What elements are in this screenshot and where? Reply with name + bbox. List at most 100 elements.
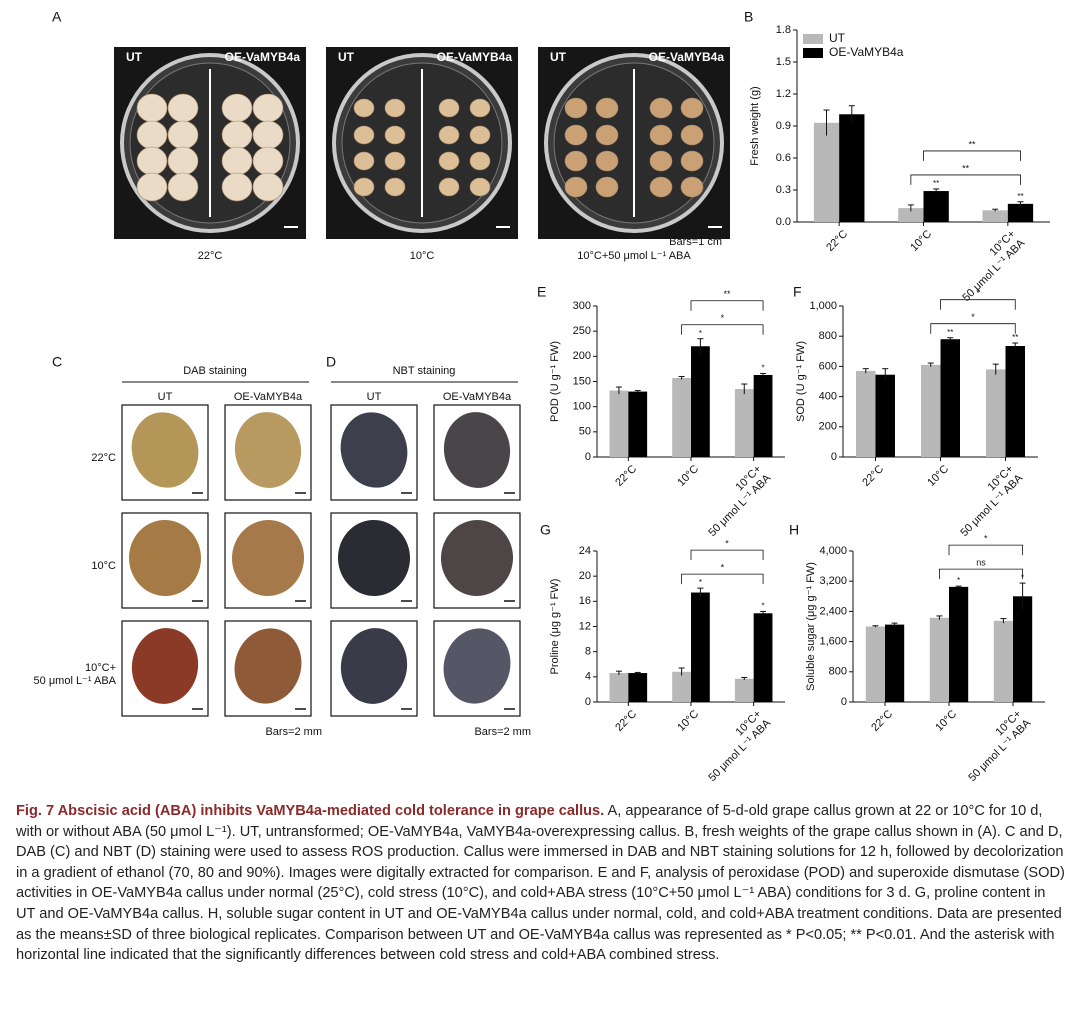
y-tick-label: 0.9 <box>776 120 791 132</box>
bar <box>839 114 865 222</box>
condition-label: 10°C+50 μmol L⁻¹ ABA <box>577 250 691 262</box>
plate-label: UT <box>550 50 567 64</box>
legend-label: UT <box>829 31 846 45</box>
y-tick-label: 100 <box>573 401 591 413</box>
callus <box>221 120 253 150</box>
significance-mark: * <box>762 364 765 373</box>
callus <box>649 124 673 146</box>
callus <box>136 120 168 150</box>
bracket-label: * <box>984 533 988 543</box>
callus <box>438 177 460 197</box>
y-tick-label: 200 <box>573 350 591 362</box>
y-tick-label: 0.0 <box>776 216 791 228</box>
callus <box>564 150 588 172</box>
callus <box>680 150 704 172</box>
bracket <box>690 300 764 311</box>
callus <box>438 151 460 171</box>
bracket <box>948 544 1023 556</box>
bar <box>1007 203 1034 222</box>
bracket-label: * <box>971 312 975 322</box>
callus <box>353 125 375 145</box>
callus <box>384 98 406 118</box>
row-label: 10°C+ 50 μmol L⁻¹ ABA <box>33 662 116 687</box>
callus <box>469 125 491 145</box>
bar <box>672 377 691 457</box>
y-tick-label: 800 <box>819 330 837 342</box>
bar <box>691 346 710 457</box>
bar <box>982 210 1008 222</box>
bracket-label: * <box>721 562 725 572</box>
scale-note: Bars=2 mm <box>474 726 531 738</box>
stained-callus <box>440 520 514 596</box>
bar <box>885 624 905 702</box>
callus <box>438 125 460 145</box>
stained-callus <box>131 412 199 488</box>
y-tick-label: 800 <box>829 666 847 678</box>
bar <box>753 374 773 457</box>
callus <box>252 172 284 202</box>
y-tick-label: 0.6 <box>776 152 791 164</box>
bracket <box>940 299 1016 310</box>
bar <box>1013 596 1033 702</box>
callus <box>221 93 253 123</box>
bar <box>921 364 941 457</box>
bar <box>753 613 773 702</box>
bracket <box>910 174 1021 185</box>
bar <box>875 374 895 457</box>
bar <box>734 389 754 457</box>
y-tick-label: 0 <box>831 451 837 463</box>
callus <box>564 97 588 119</box>
bracket-label: ** <box>968 139 976 149</box>
y-tick-label: 8 <box>585 646 591 658</box>
bracket <box>923 150 1021 161</box>
callus <box>564 176 588 198</box>
bar <box>993 620 1013 702</box>
y-tick-label: 1.8 <box>776 24 791 36</box>
callus <box>136 93 168 123</box>
section-title: DAB staining <box>183 365 247 377</box>
y-tick-label: 0 <box>841 696 847 708</box>
y-tick-label: 2,400 <box>819 605 847 617</box>
callus <box>353 177 375 197</box>
stained-callus <box>443 628 511 704</box>
y-tick-label: 20 <box>579 570 591 582</box>
callus <box>680 97 704 119</box>
column-label: OE-VaMYB4a <box>443 391 512 403</box>
scale-note: Bars=1 cm <box>669 236 722 248</box>
bar <box>986 369 1006 457</box>
scale-note: Bars=2 mm <box>265 726 322 738</box>
bracket-label: * <box>976 288 980 298</box>
stained-callus <box>340 412 408 488</box>
y-axis-title: POD (U g⁻¹ FW) <box>549 341 561 422</box>
plate-label: UT <box>126 50 143 64</box>
bracket <box>681 573 764 585</box>
plate-label: UT <box>338 50 355 64</box>
callus <box>649 176 673 198</box>
callus <box>649 97 673 119</box>
stained-callus <box>443 412 511 488</box>
column-label: OE-VaMYB4a <box>234 391 303 403</box>
bar <box>949 586 969 702</box>
callus <box>469 177 491 197</box>
callus <box>595 176 619 198</box>
column-label: UT <box>158 391 173 403</box>
callus <box>136 146 168 176</box>
plate-label: OE-VaMYB4a <box>649 50 725 64</box>
bar <box>609 390 629 457</box>
bar <box>929 617 949 702</box>
caption-title: Fig. 7 Abscisic acid (ABA) inhibits VaMY… <box>16 803 605 819</box>
bar <box>628 391 648 457</box>
panel-letter: H <box>789 522 799 538</box>
bar <box>691 592 710 702</box>
bar <box>813 122 840 222</box>
callus <box>167 120 199 150</box>
bracket <box>690 549 764 561</box>
bar <box>923 191 949 222</box>
row-label: 10°C <box>91 560 116 572</box>
row-label: 22°C <box>91 452 116 464</box>
callus <box>649 150 673 172</box>
y-tick-label: 1,600 <box>819 636 847 648</box>
y-tick-label: 400 <box>819 391 837 403</box>
callus <box>136 172 168 202</box>
